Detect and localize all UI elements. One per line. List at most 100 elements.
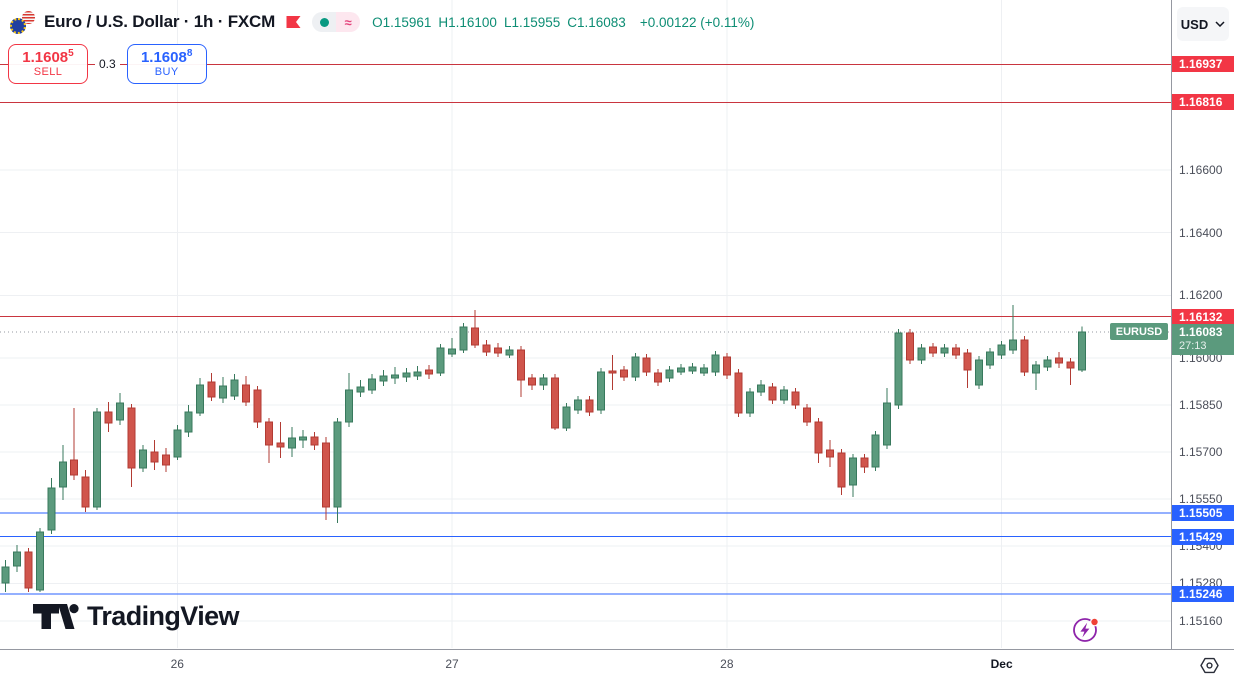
time-axis-label: 27 (445, 657, 459, 671)
candle-body (528, 377, 537, 386)
candle-body (860, 457, 869, 468)
sell-price: 1.1608 (22, 49, 69, 67)
candle-body (677, 367, 686, 373)
time-axis[interactable]: 26 27 28 Dec (0, 649, 1234, 680)
candle-body (310, 436, 319, 446)
candle-body (906, 332, 915, 361)
resistance-price-label: 1.16816 (1172, 94, 1234, 111)
price-tick-label: 1.16400 (1179, 225, 1223, 240)
candle-body (276, 442, 285, 448)
price-tick-label: 1.15700 (1179, 444, 1223, 459)
lightning-icon (1073, 617, 1099, 642)
candle-body (93, 411, 102, 508)
candle-body (505, 349, 514, 356)
chart-settings-button[interactable] (1199, 655, 1219, 675)
ohlc-h-value: H1.16100 (438, 14, 497, 30)
candle-body (803, 407, 811, 423)
candle-body (940, 347, 949, 354)
buy-label: BUY (154, 65, 179, 78)
candle-body (974, 359, 983, 386)
candle-body (356, 386, 365, 393)
candle-body (1009, 339, 1018, 351)
candle-body (390, 374, 399, 379)
candle-body (768, 386, 777, 401)
candle-body (562, 406, 571, 429)
candle-body (173, 429, 182, 458)
candle-body (951, 347, 960, 356)
candle-body (722, 356, 731, 376)
candle-body (333, 421, 342, 508)
bar-countdown: 27:13 (1179, 339, 1207, 352)
candle-body (493, 347, 502, 354)
eu-flag-icon (10, 17, 26, 34)
candle-body (837, 452, 846, 488)
candle-body (688, 366, 697, 372)
price-axis[interactable]: USD 1.16083 27:13 1.16600 1.16400 1.16200 1… (1171, 0, 1234, 649)
buy-button[interactable]: 1.16088 BUY (126, 44, 207, 84)
flag-bookmark-icon[interactable] (285, 14, 302, 30)
symbol-title[interactable]: Euro / U.S. Dollar · 1h · FXCM (44, 12, 276, 31)
candle-body (425, 369, 434, 375)
tradingview-logo[interactable]: TradingView (33, 600, 240, 633)
candle-body (58, 461, 67, 488)
candle-body (253, 389, 262, 423)
resistance-price-label: 1.16132 (1172, 308, 1234, 325)
candle-body (791, 391, 800, 406)
sell-button[interactable]: 1.16085 SELL (8, 44, 88, 84)
candle-body (619, 369, 628, 378)
last-price-label: 1.16083 27:13 (1172, 323, 1234, 355)
time-axis-label: Dec (990, 657, 1013, 671)
candle-body (825, 449, 834, 458)
buy-price-sup: 8 (186, 48, 193, 60)
candle-body (894, 332, 903, 406)
chevron-down-icon (1215, 21, 1225, 27)
price-tick-label: 1.15550 (1179, 491, 1223, 506)
candle-body (1, 566, 10, 584)
candle-body (196, 384, 205, 414)
us-flag-icon (22, 10, 35, 24)
candle-body (436, 347, 445, 374)
candle-body (928, 346, 937, 354)
candle-body (47, 487, 56, 531)
candle-body (654, 372, 663, 383)
price-change: +0.00122 (+0.11%) (639, 14, 755, 30)
currency-dropdown[interactable]: USD (1177, 7, 1229, 41)
support-price-label: 1.15505 (1172, 504, 1234, 521)
candle-body (35, 531, 44, 591)
quick-trade-button[interactable] (1070, 614, 1102, 646)
last-price-symbol-tag: EURUSD (1110, 323, 1168, 340)
candle-body (1020, 339, 1029, 373)
candle-body (12, 551, 21, 567)
candle-body (127, 407, 136, 469)
candle-body (631, 356, 640, 378)
candle-body (997, 344, 1006, 356)
time-axis-label: 28 (720, 657, 734, 671)
sell-price-sup: 5 (68, 48, 74, 60)
price-tick-label: 1.15850 (1179, 397, 1223, 412)
ohlc-l-value: L1.15955 (503, 14, 561, 30)
ohlc-values: O1.15961 H1.16100 L1.15955 C1.16083 +0.00122… (372, 15, 761, 30)
ohlc-c-value: C1.16083 (567, 14, 626, 30)
candle-body (230, 379, 239, 397)
candle-body (848, 457, 857, 486)
candle-body (116, 402, 124, 421)
candle-body (917, 347, 926, 361)
candlestick-chart-pane[interactable] (0, 0, 1171, 648)
tradingview-logo-icon (33, 604, 79, 629)
last-price-value: 1.16083 (1179, 324, 1223, 339)
buy-price: 1.1608 (140, 49, 187, 67)
time-axis-label: 26 (170, 657, 184, 671)
candle-body (402, 372, 411, 378)
price-tick-label: 1.15160 (1179, 613, 1223, 628)
candle-body (699, 367, 708, 374)
candle-body (138, 449, 147, 469)
support-price-label: 1.15429 (1172, 528, 1234, 545)
candle-body (150, 451, 159, 463)
candle-body (299, 436, 308, 441)
candle-body (963, 352, 972, 371)
delayed-data-icon: ≈ (336, 12, 361, 32)
candle-body (24, 551, 33, 589)
candle-body (104, 411, 113, 424)
candle-body (780, 389, 789, 401)
